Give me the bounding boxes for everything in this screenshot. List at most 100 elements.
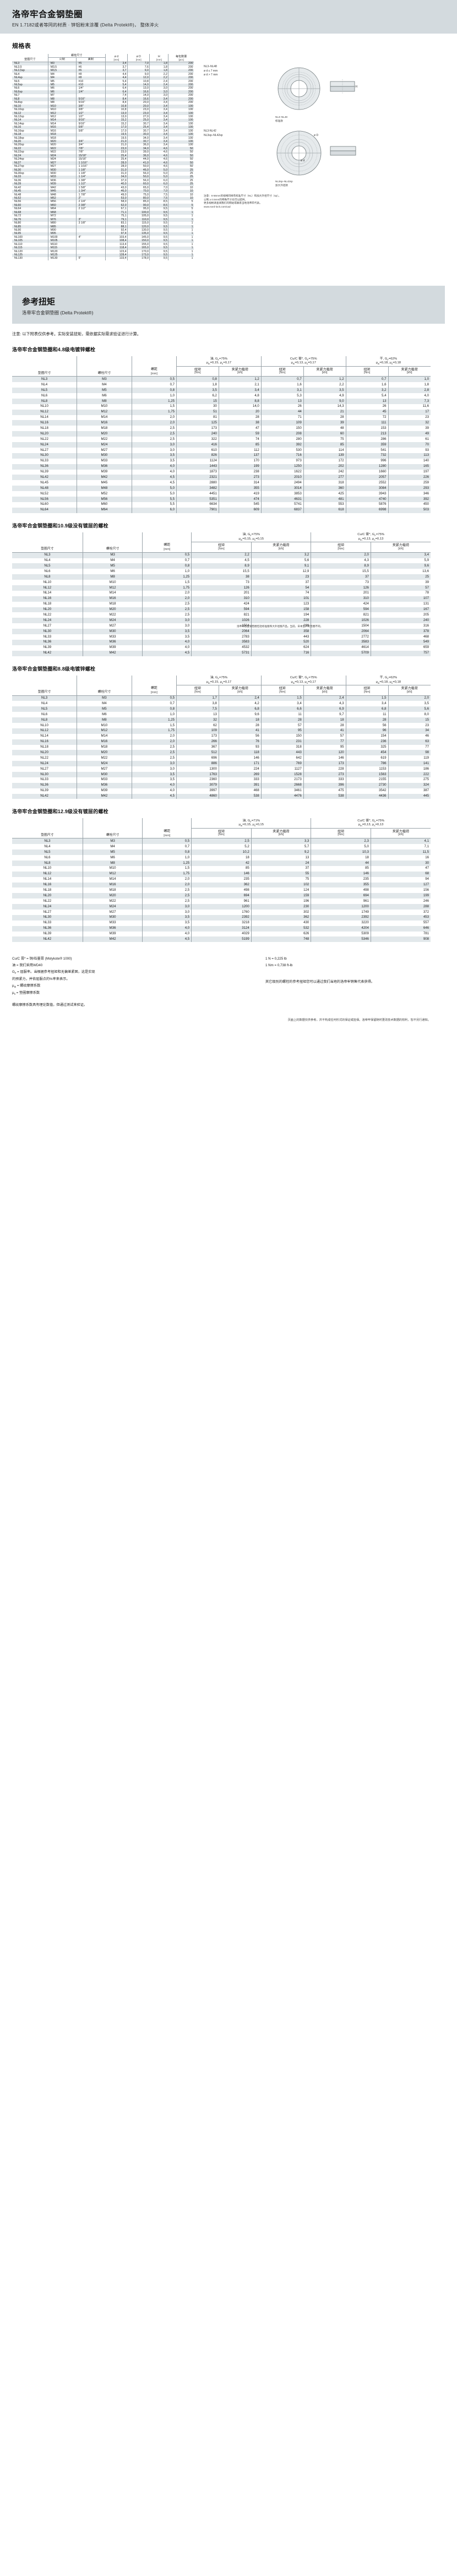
torque-table-row: NL3 M3 0,5 1,7 2,4 1,5 2,4 1,5 2,0 xyxy=(12,695,431,701)
cell-clamp-load: 38 xyxy=(218,420,262,426)
cell-clamp-load: 171 xyxy=(218,761,262,767)
cell-clamp-load: 618 xyxy=(303,507,346,513)
cell-clamp-load: 549 xyxy=(370,639,431,645)
cell-imperial xyxy=(75,133,106,137)
cell-washer-size: NL16 xyxy=(43,596,52,601)
cell-metric: M130 xyxy=(47,257,77,261)
cell-torque: 3,8 xyxy=(176,701,219,707)
cell-d: 97,4 xyxy=(105,232,128,236)
cell-clamp-load: 202 xyxy=(303,464,346,470)
spec-table-row: NL30 M30 1 1/8" 31,0 46,0 5,0 25 xyxy=(12,168,194,172)
torque-table-row: NL48 M48 5,0 3482 355 3014 360 3084 293 xyxy=(12,486,431,492)
cell-D: 120,0 xyxy=(127,225,150,229)
cell-washer-size: NL10 xyxy=(14,104,21,108)
cell-D: 14,0 xyxy=(127,83,150,87)
cell-D: 41,0 xyxy=(127,161,150,165)
cell-D: 34,0 xyxy=(127,147,150,151)
cell-imperial: 1 3/4" xyxy=(75,189,106,194)
torque-table-row: NL4 M4 0,7 1,8 2,1 1,6 2,2 1,6 1,8 xyxy=(12,382,431,388)
cell-torque: 231 xyxy=(260,739,304,745)
torque-table-row: NL30 M30 3,5 2064 358 2064 378 xyxy=(12,629,431,634)
cell-D: 90,0 xyxy=(127,204,150,208)
cell-washer-size: NL3 xyxy=(41,696,48,700)
cell-pitch: 2,0 xyxy=(142,876,192,883)
torque-group-condition: Cu/C 膏*, GF=75% xyxy=(290,357,317,362)
cell-D: 9,0 xyxy=(127,69,150,73)
cell-washer-size: NL30 xyxy=(14,168,21,172)
cell-torque: 310 xyxy=(311,596,371,602)
cell-torque: 2064 xyxy=(191,629,252,634)
cell-metric: M45 xyxy=(47,189,77,194)
cell-torque: 424 xyxy=(311,601,371,607)
torque-table-wrap: 垫圈尺寸 螺栓尺寸 螺距 [mm] 油, GF=71% μth=0,15, μh=0,15… xyxy=(12,818,457,943)
cell-D: 13,0 xyxy=(127,87,150,91)
torque-table-row: NL3 M3 0,5 2,2 3,2 2,0 3,4 xyxy=(12,552,431,558)
torque-table: 垫圈尺寸 螺栓尺寸 螺距 [mm] 油, GF=75% μth=0,15, μh=0,15… xyxy=(12,532,431,656)
cell-clamp-load: 3,4 xyxy=(370,552,431,558)
cell-clamp-load: 2,8 xyxy=(388,388,431,394)
torque-table-wrap: 垫圈尺寸 螺栓尺寸 螺距 [mm] 油, GF=75% μth=0,15, μh=0,17… xyxy=(12,356,457,513)
th-bolt-size: 螺栓尺寸 xyxy=(77,675,132,696)
cell-D: 110,0 xyxy=(127,218,150,222)
torque-table-row: NL24 M24 3,0 1026 228 1026 240 xyxy=(12,618,431,624)
cell-washer-size: NL27 xyxy=(40,766,48,771)
cell-bolt-size: M4 xyxy=(82,558,143,564)
th-torque: 扭矩 [Nm] xyxy=(345,685,388,696)
spec-table-row: NL20 M20 3/4" 21,0 30,7 3,4 100 xyxy=(12,140,194,144)
cell-pcs: 100 xyxy=(168,126,194,130)
footer-right: 1 N = 0,225 lb 1 Nm = 0,738 ft-lb 其它级别的螺栓… xyxy=(265,956,431,1009)
cell-pitch: 2,0 xyxy=(142,882,192,888)
cell-torque: 5351 xyxy=(176,496,219,502)
drawing-label-standard: NL3–NL48 ø d ≤ 7 mm ø d > 7 mm xyxy=(204,65,270,78)
cell-washer-size: NL22 xyxy=(43,613,52,617)
cell-bolt-size: M4 xyxy=(77,382,132,388)
cell-washer-size: NL48 xyxy=(14,193,21,197)
cell-clamp-load: 4,3 xyxy=(303,701,346,707)
cell-D: 105,0 xyxy=(127,214,150,219)
cell-torque: 1026 xyxy=(311,618,371,624)
cell-torque: 1763 xyxy=(176,771,219,777)
cell-washer-size: NL39 xyxy=(43,645,52,650)
cell-bolt-size: M24 xyxy=(82,904,143,910)
torque-table-row: NL27 M27 3,0 1504 299 1504 316 xyxy=(12,623,431,629)
cell-clamp-load: 94 xyxy=(370,876,431,883)
cell-washer-size: NL22 xyxy=(40,437,48,441)
cell-clamp-load: 646 xyxy=(370,925,431,932)
cell-torque: 3997 xyxy=(176,788,219,794)
cell-clamp-load: 299 xyxy=(251,623,311,629)
cell-clamp-load: 75 xyxy=(251,876,311,883)
cell-washer-size: NL16 xyxy=(43,883,52,887)
th-clamp-load: 夹紧力载荷 [kN] xyxy=(370,542,431,553)
cell-imperial: 15/16" xyxy=(75,154,106,158)
cell-H: 9,5 xyxy=(149,246,168,250)
cell-clamp-load: 18 xyxy=(218,717,262,723)
cell-bolt-size: M22 xyxy=(82,898,143,905)
cell-torque: 1504 xyxy=(191,623,252,629)
drawing-label-std-sub: ø d ≤ 7 mm ø d > 7 mm xyxy=(204,69,218,77)
footer-left-line: 油 = 我们采用WD40 xyxy=(12,963,43,968)
spec-table-row: NL16 M16 5/8" 17,0 25,4 3,4 100 xyxy=(12,126,194,130)
th-condition-group: Cu/C 膏*, GF=75% μth=0,13, μh=0,17 xyxy=(260,675,346,685)
cell-clamp-load: 553 xyxy=(303,502,346,508)
cell-torque: 1,5 xyxy=(260,695,304,701)
cell-d: 37,0 xyxy=(105,179,128,183)
cell-pcs: 1 xyxy=(168,243,194,247)
torque-table-body: NL3 M3 0,5 2,2 3,2 2,0 3,4 NL4 M4 0,7 4,5 5,6 4,3 5,9… xyxy=(12,552,431,656)
torque-table-row: NL42 M42 4,5 5199 748 5346 908 xyxy=(12,936,431,943)
cell-washer-size: NL42 xyxy=(43,651,52,655)
drawing-website[interactable]: www.nord-lock.com/cad xyxy=(204,205,231,209)
spec-table-row: NL12 M12 1/2" 13,0 23,0 3,4 100 xyxy=(12,112,194,116)
torque-table-row: NL14 M14 2,0 173 56 150 57 154 46 xyxy=(12,733,431,739)
cell-torque: 146 xyxy=(191,871,252,877)
cell-clamp-load: 13,6 xyxy=(370,569,431,575)
cell-d: 15,2 xyxy=(105,122,128,126)
cell-pitch: 2,0 xyxy=(142,590,192,596)
cell-pcs: 1 xyxy=(168,250,194,254)
cell-clamp-load: 46 xyxy=(388,733,431,739)
torque-table-row: NL36 M36 4,0 1443 199 1250 202 1280 165 xyxy=(12,464,431,470)
cell-torque: 4532 xyxy=(191,645,252,651)
cell-clamp-load: 74 xyxy=(218,437,262,443)
spec-table-row: NL130 M130 5" 133,4 178,0 9,5 1 xyxy=(12,257,194,261)
torque-table-wrap: 垫圈尺寸 螺栓尺寸 螺距 [mm] 油, GF=75% μth=0,15, μh=0,15… xyxy=(12,532,457,656)
cell-torque: 716 xyxy=(260,453,304,459)
